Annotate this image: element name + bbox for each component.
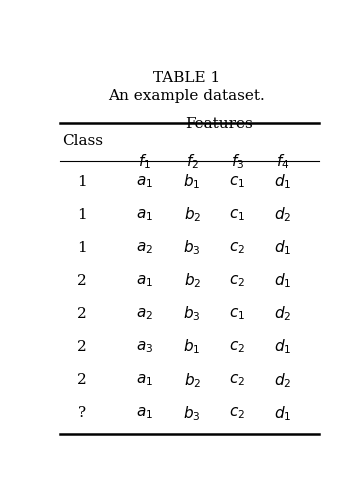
Text: 2: 2 xyxy=(77,373,87,387)
Text: $c_2$: $c_2$ xyxy=(229,273,245,289)
Text: $b_1$: $b_1$ xyxy=(183,338,201,357)
Text: $c_2$: $c_2$ xyxy=(229,373,245,388)
Text: 2: 2 xyxy=(77,307,87,321)
Text: $a_1$: $a_1$ xyxy=(136,405,153,421)
Text: $d_2$: $d_2$ xyxy=(274,206,291,224)
Text: $c_2$: $c_2$ xyxy=(229,240,245,256)
Text: $d_2$: $d_2$ xyxy=(274,305,291,323)
Text: Class: Class xyxy=(62,134,103,148)
Text: $a_1$: $a_1$ xyxy=(136,273,153,289)
Text: $a_1$: $a_1$ xyxy=(136,373,153,388)
Text: Features: Features xyxy=(185,117,253,130)
Text: 1: 1 xyxy=(77,175,87,189)
Text: $b_3$: $b_3$ xyxy=(183,239,201,257)
Text: $a_1$: $a_1$ xyxy=(136,174,153,190)
Text: An example dataset.: An example dataset. xyxy=(108,89,265,103)
Text: $a_2$: $a_2$ xyxy=(136,240,153,256)
Text: $a_3$: $a_3$ xyxy=(136,339,153,355)
Text: $d_1$: $d_1$ xyxy=(274,271,291,290)
Text: $f_1$: $f_1$ xyxy=(138,152,151,171)
Text: $b_3$: $b_3$ xyxy=(183,305,201,323)
Text: 2: 2 xyxy=(77,340,87,354)
Text: $b_3$: $b_3$ xyxy=(183,404,201,423)
Text: $d_1$: $d_1$ xyxy=(274,172,291,191)
Text: $c_1$: $c_1$ xyxy=(229,306,245,322)
Text: $b_1$: $b_1$ xyxy=(183,172,201,191)
Text: $b_2$: $b_2$ xyxy=(183,271,201,290)
Text: $a_1$: $a_1$ xyxy=(136,207,153,223)
Text: 1: 1 xyxy=(77,208,87,222)
Text: $d_2$: $d_2$ xyxy=(274,371,291,389)
Text: ?: ? xyxy=(78,406,86,420)
Text: $c_2$: $c_2$ xyxy=(229,405,245,421)
Text: TABLE 1: TABLE 1 xyxy=(153,71,220,85)
Text: $f_2$: $f_2$ xyxy=(186,152,199,171)
Text: $d_1$: $d_1$ xyxy=(274,404,291,423)
Text: $c_1$: $c_1$ xyxy=(229,174,245,190)
Text: $b_2$: $b_2$ xyxy=(183,206,201,224)
Text: 2: 2 xyxy=(77,274,87,288)
Text: $b_2$: $b_2$ xyxy=(183,371,201,389)
Text: $a_2$: $a_2$ xyxy=(136,306,153,322)
Text: $d_1$: $d_1$ xyxy=(274,338,291,357)
Text: 1: 1 xyxy=(77,241,87,255)
Text: $c_2$: $c_2$ xyxy=(229,339,245,355)
Text: $d_1$: $d_1$ xyxy=(274,239,291,257)
Text: $f_4$: $f_4$ xyxy=(276,152,289,171)
Text: $f_3$: $f_3$ xyxy=(231,152,244,171)
Text: $c_1$: $c_1$ xyxy=(229,207,245,223)
